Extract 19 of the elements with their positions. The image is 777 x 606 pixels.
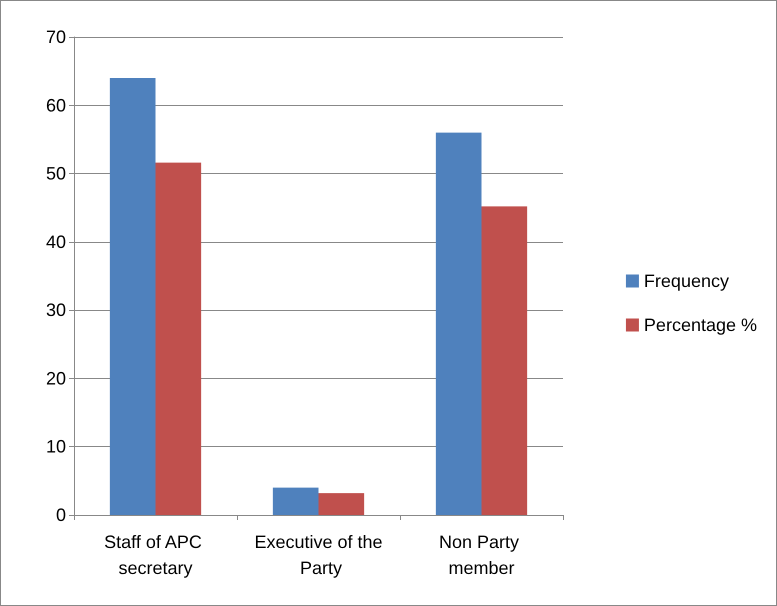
legend-label: Percentage %: [644, 315, 758, 335]
y-tick-label: 0: [56, 505, 66, 525]
y-tick-label: 40: [46, 232, 66, 252]
legend-label: Frequency: [644, 271, 729, 291]
bar: [272, 488, 318, 515]
y-tick-label: 20: [46, 368, 66, 388]
y-tick-label: 50: [46, 164, 66, 184]
bar: [436, 132, 482, 515]
y-tick-label: 10: [46, 436, 66, 457]
bar: [318, 493, 364, 515]
bar: [482, 206, 528, 515]
y-tick-label: 60: [46, 95, 66, 116]
x-tick-label: Staff of APC secretary: [104, 532, 207, 578]
x-tick-label: Non Party member: [438, 532, 524, 578]
y-tick-label: 30: [46, 300, 66, 320]
x-tick-label: Executive of the Party: [254, 532, 383, 578]
bar: [110, 78, 156, 515]
bar: [156, 162, 202, 515]
y-tick-label: 70: [46, 27, 66, 47]
